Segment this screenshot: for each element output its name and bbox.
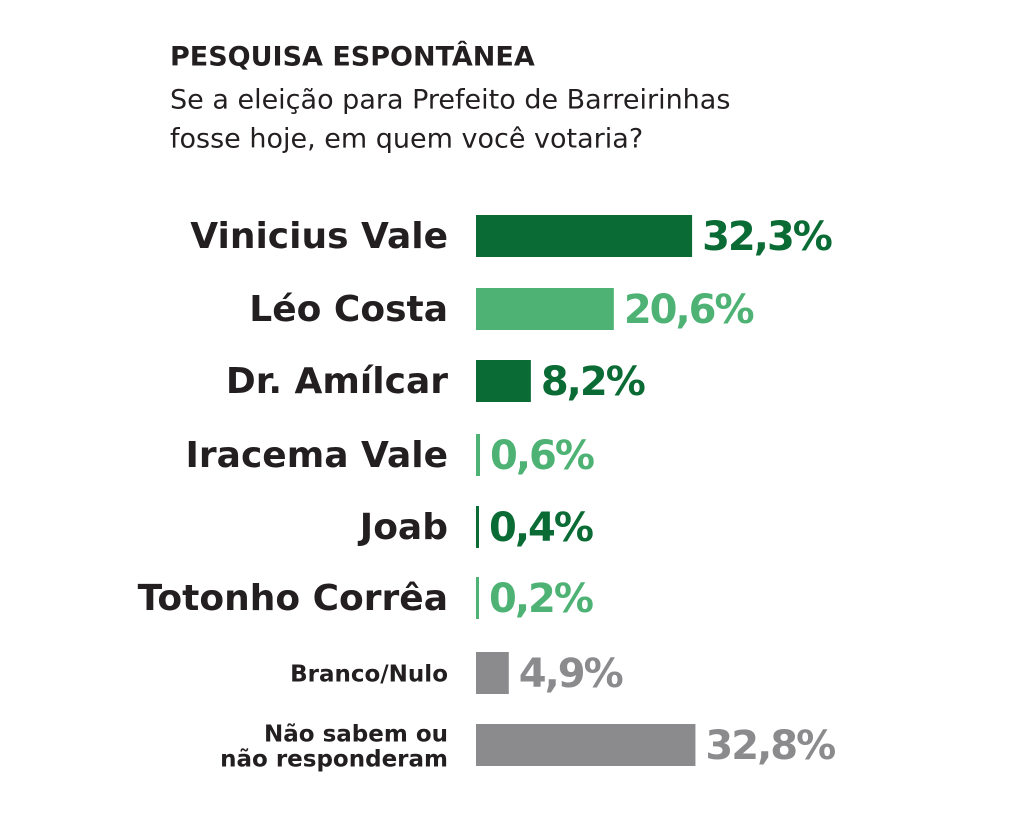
bar xyxy=(476,288,614,330)
chart-title: PESQUISA ESPONTÂNEA xyxy=(170,41,535,73)
category-label: Vinicius Vale xyxy=(190,216,448,257)
category-label: Dr. Amílcar xyxy=(226,361,448,402)
value-label: 32,8% xyxy=(705,723,835,769)
bar xyxy=(476,652,509,694)
value-label: 0,6% xyxy=(490,433,594,479)
bar xyxy=(476,724,696,766)
chart-subtitle: fosse hoje, em quem você votaria? xyxy=(170,124,643,155)
category-label: Iracema Vale xyxy=(186,435,448,476)
bar xyxy=(476,434,481,476)
bar xyxy=(476,215,693,257)
category-label: Totonho Corrêa xyxy=(138,578,448,619)
category-label: Branco/Nulo xyxy=(290,662,448,688)
bar xyxy=(476,577,479,619)
chart-subtitle: Se a eleição para Prefeito de Barreirinh… xyxy=(170,85,730,116)
category-label: Não sabem ou não responderam xyxy=(220,721,448,772)
value-label: 0,4% xyxy=(489,505,593,551)
value-label: 8,2% xyxy=(541,359,645,405)
value-label: 0,2% xyxy=(489,576,593,622)
category-label: Léo Costa xyxy=(249,289,448,330)
bar xyxy=(476,506,479,548)
value-label: 4,9% xyxy=(519,651,623,697)
value-label: 32,3% xyxy=(702,214,832,260)
value-label: 20,6% xyxy=(624,287,754,333)
bar xyxy=(476,360,531,402)
category-label: Joab xyxy=(357,507,448,548)
